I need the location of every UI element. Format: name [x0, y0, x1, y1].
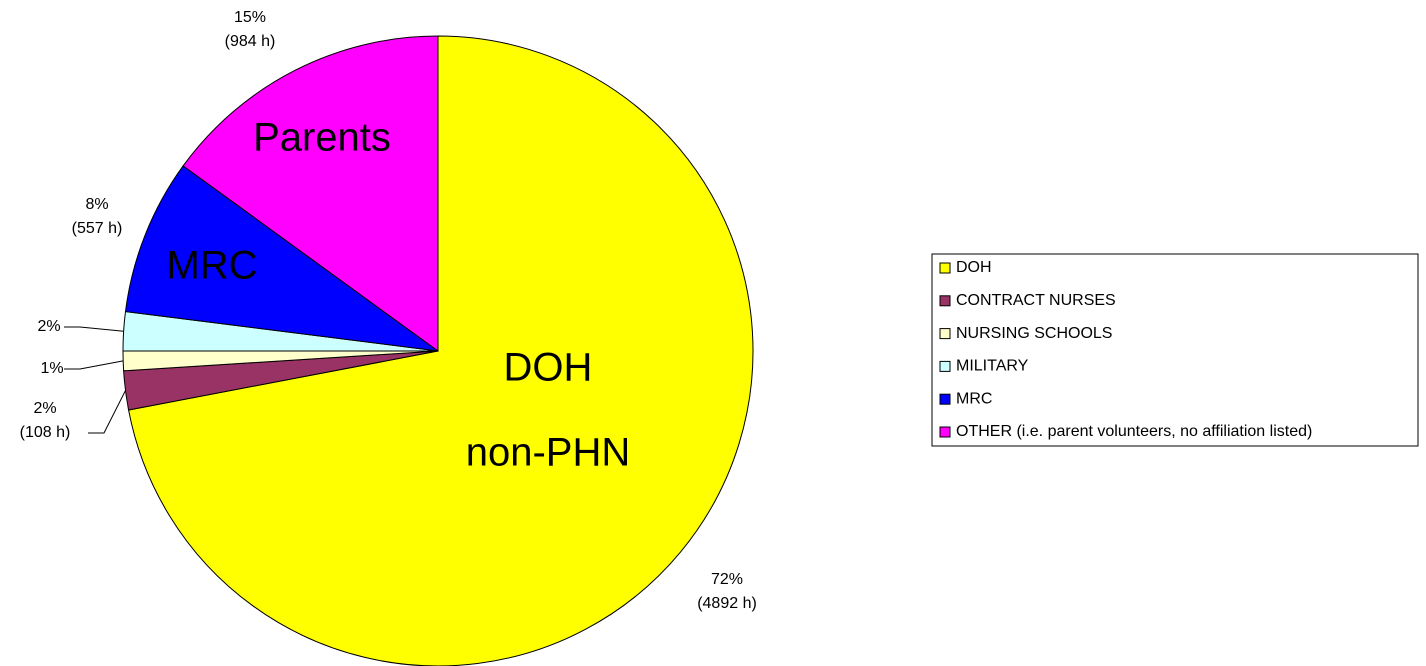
legend-swatch [939, 393, 951, 405]
data-label: 2% [37, 318, 60, 335]
data-label: 8% [85, 196, 108, 213]
legend-label: OTHER (i.e. parent volunteers, no affili… [956, 423, 1312, 440]
data-label-hours: (4892 h) [697, 595, 757, 612]
legend-swatch [939, 426, 951, 438]
slice-text: Parents [253, 116, 391, 160]
data-label-hours: (984 h) [225, 33, 276, 50]
legend-label: DOH [956, 259, 992, 276]
pie-slice [124, 165, 439, 352]
legend-swatch [939, 262, 951, 274]
pie-slice [182, 35, 439, 352]
leader-line [64, 360, 124, 370]
legend-box [931, 253, 1419, 447]
data-label: 72% [711, 571, 743, 588]
slice-text: non-PHN [466, 431, 631, 475]
legend-swatch [939, 295, 951, 307]
leader-line [64, 326, 124, 332]
data-label: 15% [234, 9, 266, 26]
legend-swatch [939, 328, 951, 340]
legend-label: CONTRACT NURSES [956, 292, 1116, 309]
data-label-hours: (557 h) [72, 220, 123, 237]
leader-line [88, 390, 126, 434]
slice-text: MRC [166, 244, 257, 288]
data-label-hours: (108 h) [20, 424, 71, 441]
legend-swatch [939, 360, 951, 372]
legend-label: MRC [956, 390, 992, 407]
legend-label: NURSING SCHOOLS [956, 325, 1112, 342]
pie-slice [127, 35, 754, 666]
legend-label: MILITARY [956, 358, 1029, 375]
data-label: 1% [40, 360, 63, 377]
data-label: 2% [33, 400, 56, 417]
slice-text: DOH [504, 346, 593, 390]
